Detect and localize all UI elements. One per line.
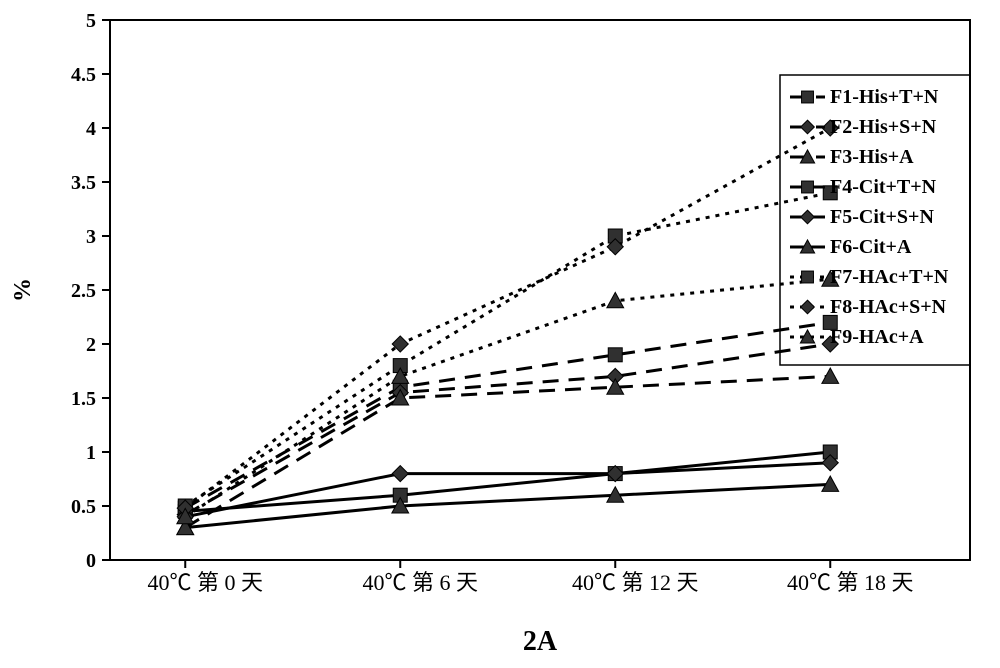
y-tick-label: 0.5 — [71, 496, 96, 518]
legend-label: F9-HAc+A — [830, 326, 924, 348]
legend-label: F5-Cit+S+N — [830, 206, 934, 228]
marker-square — [608, 348, 622, 362]
series-line-F1 — [185, 322, 830, 508]
legend-label: F3-His+A — [830, 146, 914, 168]
x-tick-label: 40℃ 第 12 天 — [572, 570, 699, 595]
series-line-F9 — [185, 279, 830, 517]
y-tick-label: 2.5 — [71, 280, 96, 302]
x-tick-label: 40℃ 第 6 天 — [362, 570, 478, 595]
marker-square — [802, 271, 814, 283]
legend-label: F8-HAc+S+N — [830, 296, 947, 318]
marker-diamond — [801, 300, 815, 314]
marker-triangle — [822, 368, 839, 383]
y-tick-label: 3.5 — [71, 172, 96, 194]
legend-label: F6-Cit+A — [830, 236, 912, 258]
y-tick-label: 1 — [86, 442, 96, 464]
series-line-F8 — [185, 128, 830, 508]
y-axis-title: % — [10, 278, 36, 302]
y-tick-label: 3 — [86, 226, 96, 248]
chart-container: { "caption": "2A", "y_axis": { "title": … — [0, 0, 1000, 668]
y-tick-label: 1.5 — [71, 388, 96, 410]
x-tick-label: 40℃ 第 0 天 — [147, 570, 263, 595]
line-chart: 0 0.5 1 1.5 2 2.5 3 3.5 4 4.5 5% 40℃ 第 0 天 40℃ 第 6 天… — [0, 0, 1000, 668]
chart-caption: 2A — [523, 626, 558, 657]
marker-diamond — [801, 210, 815, 224]
marker-square — [802, 181, 814, 193]
legend-label: F7-HAc+T+N — [830, 266, 949, 288]
marker-square — [802, 91, 814, 103]
series-line-F6 — [185, 484, 830, 527]
y-tick-label: 5 — [86, 10, 96, 32]
y-tick-label: 4 — [86, 118, 96, 140]
y-tick-label: 2 — [86, 334, 96, 356]
legend-label: F1-His+T+N — [830, 86, 939, 108]
legend-label: F2-His+S+N — [830, 116, 937, 138]
legend-label: F4-Cit+T+N — [830, 176, 937, 198]
y-tick-label: 4.5 — [71, 64, 96, 86]
marker-diamond — [801, 120, 815, 134]
x-tick-label: 40℃ 第 18 天 — [787, 570, 914, 595]
y-tick-label: 0 — [86, 550, 96, 572]
marker-diamond — [392, 466, 408, 482]
